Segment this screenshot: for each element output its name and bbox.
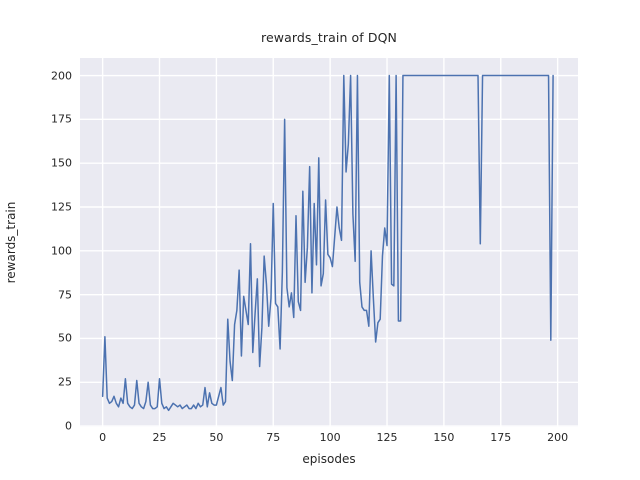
data-line-rewards-train — [101, 74, 554, 412]
y-tick-label: 175 — [51, 112, 72, 126]
x-tick-label: 100 — [319, 431, 341, 444]
series-path — [101, 74, 554, 412]
y-tick-label: 25 — [58, 375, 72, 389]
x-tick-label: 0 — [99, 431, 107, 444]
y-tick-label: 100 — [51, 244, 72, 258]
x-axis-tick-labels: 0 25 50 75 100 125 150 175 200 — [80, 431, 578, 451]
x-tick-label: 75 — [266, 431, 281, 444]
grid-lines — [80, 58, 578, 427]
x-axis-label: episodes — [302, 452, 356, 466]
x-tick-label: 50 — [209, 431, 224, 444]
x-tick-label: 25 — [152, 431, 167, 444]
y-tick-label: 150 — [51, 156, 72, 170]
y-tick-label: 0 — [65, 419, 72, 433]
x-tick-label: 200 — [547, 431, 569, 444]
x-tick-label: 175 — [490, 431, 512, 444]
x-tick-label: 125 — [376, 431, 398, 444]
y-axis-tick-labels: 0 25 50 75 100 125 150 175 200 — [0, 58, 72, 433]
y-tick-label: 75 — [58, 288, 72, 302]
y-tick-label: 50 — [58, 331, 72, 345]
plot-area — [80, 58, 578, 427]
x-tick-label: 150 — [433, 431, 455, 444]
y-tick-label: 125 — [51, 200, 72, 214]
chart-title: rewards_train of DQN — [261, 30, 397, 45]
y-tick-label: 200 — [51, 69, 72, 83]
